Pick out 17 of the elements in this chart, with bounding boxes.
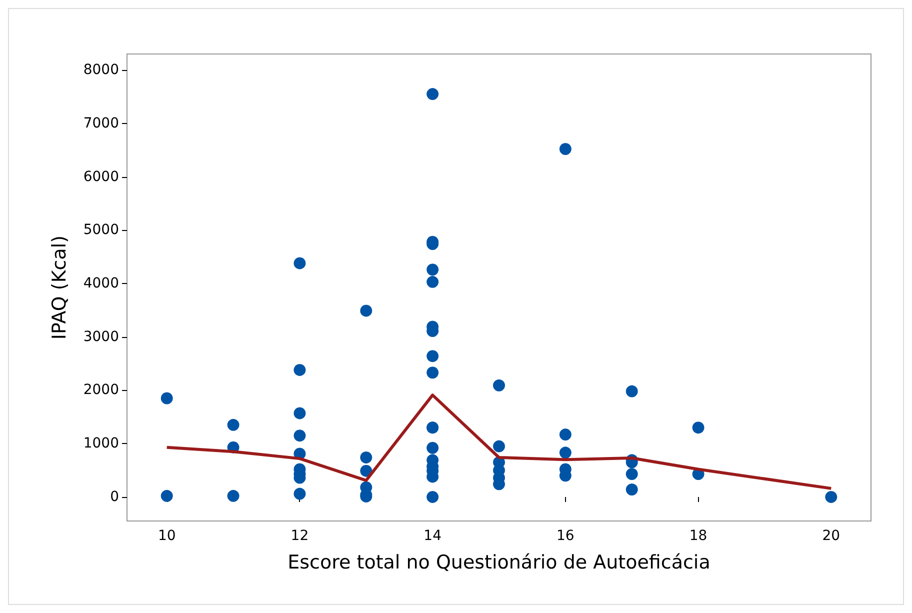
x-tick-label: 10 [158,528,176,544]
y-tick-label: 4000 [83,275,119,292]
y-tick-label: 8000 [83,62,119,78]
x-tick-label: 16 [556,528,574,544]
x-tick-label: 12 [290,528,309,544]
x-tick-label: 18 [689,528,708,544]
x-axis-title: Escore total no Questionário de Autoeficácia [288,552,710,574]
y-tick-label: 3000 [83,328,119,345]
y-tick-label: 7000 [83,115,119,132]
y-tick-label: 5000 [83,222,119,238]
y-tick-label: 1000 [83,436,119,452]
y-axis-title: IPAQ (Kcal) [48,235,70,340]
x-tick-label: 14 [424,528,442,544]
y-tick-label: 0 [110,488,119,505]
y-tick-label: 6000 [83,168,119,185]
x-tick-label: 20 [822,528,840,544]
y-tick-label: 2000 [83,382,119,398]
